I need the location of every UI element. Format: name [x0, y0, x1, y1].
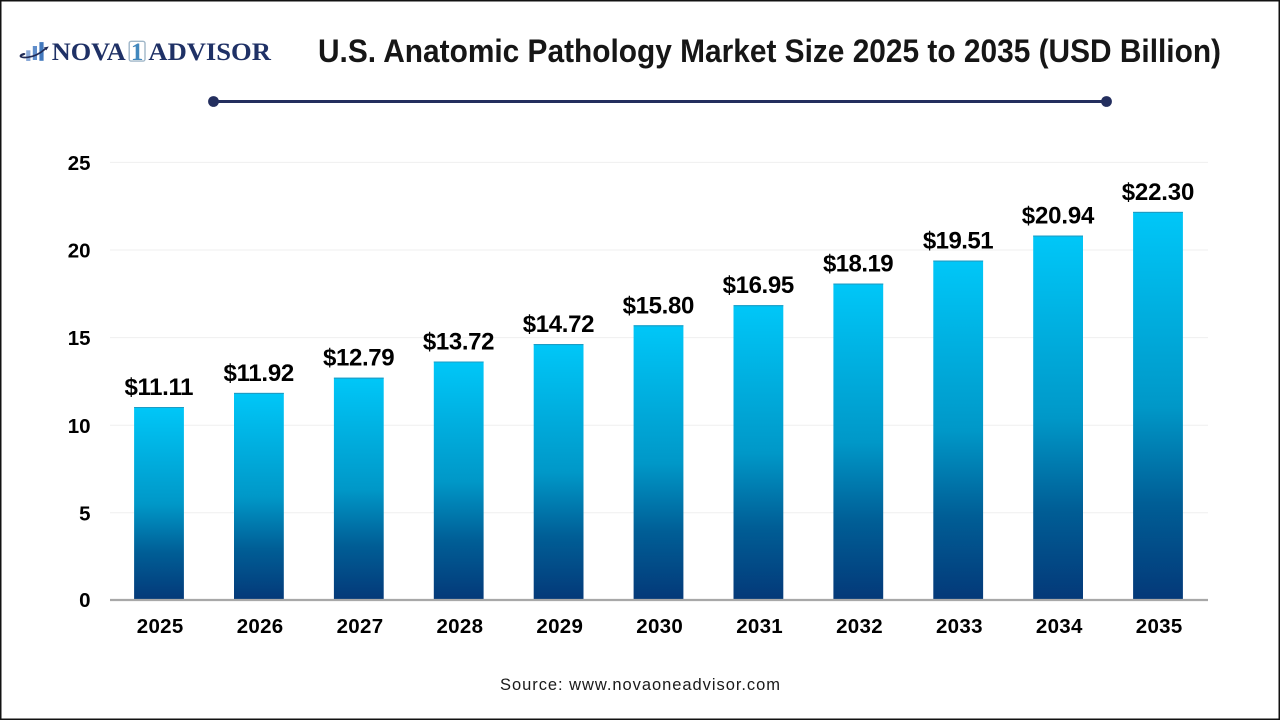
- svg-text:$16.95: $16.95: [723, 272, 795, 299]
- svg-text:5: 5: [79, 502, 90, 525]
- svg-text:25: 25: [68, 152, 91, 175]
- svg-text:$12.79: $12.79: [323, 345, 395, 372]
- svg-text:2025: 2025: [137, 615, 184, 638]
- svg-text:ADVISOR: ADVISOR: [148, 37, 271, 66]
- svg-text:Source: www.novaoneadvisor.com: Source: www.novaoneadvisor.com: [500, 676, 780, 694]
- svg-text:2030: 2030: [636, 615, 683, 638]
- svg-text:$11.92: $11.92: [224, 360, 295, 387]
- svg-text:20: 20: [68, 240, 91, 263]
- svg-text:1: 1: [131, 39, 144, 66]
- svg-text:2026: 2026: [237, 615, 284, 638]
- svg-text:2031: 2031: [736, 615, 783, 638]
- svg-text:2032: 2032: [836, 615, 883, 638]
- svg-text:$13.72: $13.72: [423, 329, 495, 356]
- svg-text:U.S. Anatomic Pathology Market: U.S. Anatomic Pathology Market Size 2025…: [318, 33, 1221, 69]
- svg-text:$15.80: $15.80: [623, 292, 695, 319]
- svg-text:$18.19: $18.19: [823, 251, 894, 278]
- svg-text:NOVA: NOVA: [52, 37, 126, 66]
- svg-text:2033: 2033: [936, 615, 983, 638]
- svg-text:2027: 2027: [337, 615, 384, 638]
- svg-text:$20.94: $20.94: [1022, 203, 1095, 230]
- svg-text:15: 15: [68, 327, 91, 350]
- svg-text:10: 10: [68, 415, 91, 438]
- svg-text:2034: 2034: [1036, 615, 1083, 638]
- svg-text:$11.11: $11.11: [125, 374, 194, 401]
- svg-text:2028: 2028: [436, 615, 483, 638]
- svg-text:0: 0: [79, 589, 90, 612]
- svg-text:2035: 2035: [1136, 615, 1183, 638]
- svg-text:$14.72: $14.72: [523, 311, 595, 338]
- svg-text:2029: 2029: [536, 615, 583, 638]
- svg-text:$22.30: $22.30: [1122, 179, 1195, 206]
- svg-text:$19.51: $19.51: [923, 228, 994, 255]
